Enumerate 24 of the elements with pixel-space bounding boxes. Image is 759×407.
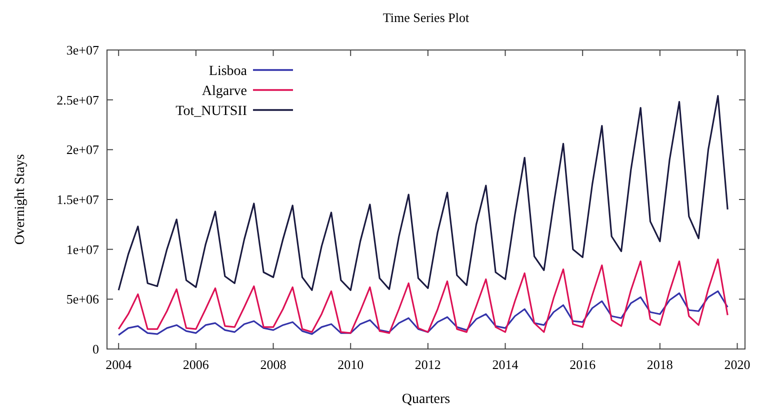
x-tick-label: 2004 bbox=[106, 357, 132, 372]
x-tick-label: 2018 bbox=[646, 357, 673, 372]
x-tick-label: 2010 bbox=[338, 357, 364, 372]
legend-label: Algarve bbox=[202, 84, 247, 99]
y-tick-label: 2e+07 bbox=[66, 142, 100, 158]
x-tick-label: 2006 bbox=[182, 357, 210, 372]
y-tick-label: 2.5e+07 bbox=[56, 92, 100, 108]
legend-label: Tot_NUTSII bbox=[176, 104, 248, 119]
y-axis-title: Overnight Stays bbox=[13, 154, 28, 245]
x-tick-label: 2020 bbox=[724, 357, 750, 372]
y-tick-label: 5e+06 bbox=[66, 292, 100, 307]
x-tick-label: 2012 bbox=[414, 357, 441, 372]
line-series bbox=[118, 258, 728, 334]
line-series bbox=[118, 290, 728, 336]
y-tick-label: 3e+07 bbox=[66, 42, 100, 58]
x-axis-title: Quarters bbox=[402, 392, 450, 407]
y-tick-label: 0 bbox=[92, 342, 99, 356]
legend-label: Lisboa bbox=[208, 64, 248, 79]
x-tick-label: 2008 bbox=[260, 357, 286, 372]
y-tick-label: 1e+07 bbox=[66, 242, 100, 257]
x-tick-label: 2016 bbox=[570, 357, 596, 372]
chart-title: Time Series Plot bbox=[382, 10, 470, 25]
x-tick-label: 2014 bbox=[492, 357, 519, 372]
y-tick-label: 1.5e+07 bbox=[56, 192, 100, 207]
